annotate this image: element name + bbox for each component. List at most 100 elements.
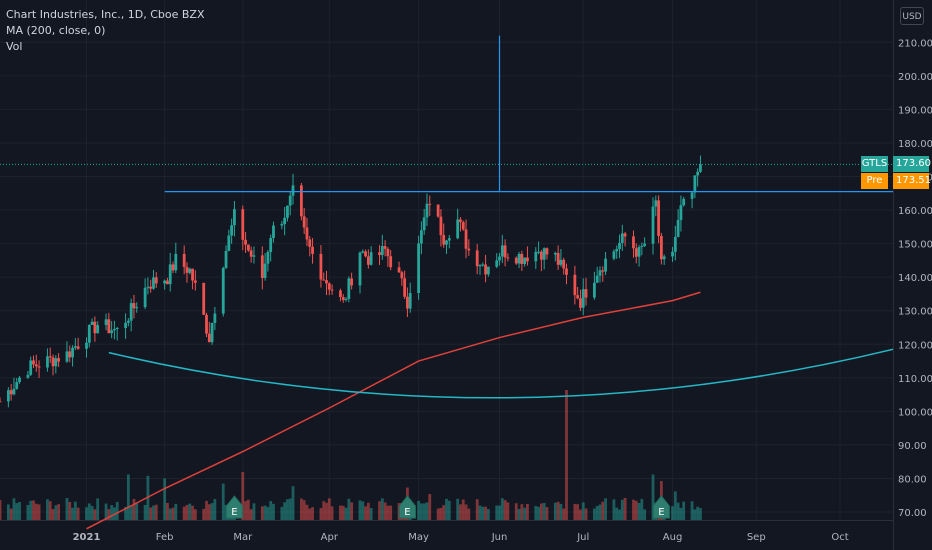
candle-body xyxy=(651,206,655,244)
candle-body xyxy=(319,253,323,280)
volume-bar xyxy=(29,500,33,520)
volume-bar xyxy=(12,498,16,520)
volume-bar xyxy=(498,505,501,520)
candle-body xyxy=(171,264,175,271)
volume-bar xyxy=(107,509,111,520)
volume-bar xyxy=(166,502,169,520)
candle-body xyxy=(37,366,41,368)
volume-bar xyxy=(149,507,153,520)
volume-bar xyxy=(539,503,543,520)
candle-body xyxy=(249,250,253,257)
x-tick-label: May xyxy=(408,532,429,543)
candle-body xyxy=(65,351,69,362)
candle-body xyxy=(696,171,700,176)
candle-body xyxy=(464,229,468,249)
candle-body xyxy=(397,267,401,273)
candle-body xyxy=(85,342,88,349)
candle-body xyxy=(601,270,605,272)
volume-bar xyxy=(347,498,351,520)
volume-bar xyxy=(288,498,292,520)
candle-body xyxy=(403,278,407,297)
volume-bar xyxy=(152,505,155,520)
candle-body xyxy=(467,248,471,251)
volume-bar xyxy=(73,501,77,520)
candle-body xyxy=(581,289,585,308)
candle-body xyxy=(241,209,245,240)
candle-body xyxy=(110,330,114,334)
candle-body xyxy=(9,390,13,395)
volume-bar xyxy=(542,502,546,520)
volume-bar xyxy=(637,502,641,520)
volume-bar xyxy=(464,504,468,520)
volume-indicator-label[interactable]: Vol xyxy=(6,40,23,53)
candle-body xyxy=(389,256,393,268)
last-price-ticker-tag: GTLS xyxy=(861,156,888,173)
volume-bar xyxy=(366,502,370,520)
candle-body xyxy=(210,322,214,343)
candle-body xyxy=(339,290,342,298)
volume-bar xyxy=(244,501,247,520)
volume-bar xyxy=(537,506,540,520)
candle-body xyxy=(400,272,404,279)
candle-body xyxy=(526,257,529,262)
volume-bar xyxy=(143,504,147,520)
candle-body xyxy=(246,244,250,251)
candle-body xyxy=(682,198,686,206)
candle-body xyxy=(266,252,270,264)
candle-body xyxy=(32,360,35,365)
candle-body xyxy=(579,298,582,308)
volume-bar xyxy=(305,504,309,520)
candle-body xyxy=(618,242,621,250)
volume-bar xyxy=(419,503,423,520)
earnings-marker xyxy=(398,495,416,519)
volume-bar xyxy=(679,507,683,520)
volume-bar xyxy=(442,505,446,520)
volume-bar xyxy=(623,497,627,520)
candle-body xyxy=(486,266,490,275)
candle-body xyxy=(221,267,225,314)
volume-bar xyxy=(344,507,348,520)
candle-body xyxy=(380,246,384,256)
x-tick-label: Jun xyxy=(491,532,508,543)
candle-body xyxy=(87,324,91,343)
volume-bar xyxy=(71,507,74,520)
volume-bar xyxy=(269,501,273,520)
x-tick-label: Feb xyxy=(156,532,174,543)
earnings-marker xyxy=(652,495,670,519)
volume-bar xyxy=(682,501,686,520)
volume-bar xyxy=(90,505,94,520)
candle-body xyxy=(29,360,33,375)
volume-bar xyxy=(191,505,194,520)
candle-body xyxy=(637,246,641,257)
volume-bar xyxy=(461,499,465,520)
volume-bar xyxy=(690,501,694,520)
x-tick-label: Aug xyxy=(663,532,683,543)
candle-body xyxy=(699,164,702,172)
volume-bar xyxy=(163,478,167,520)
volume-bar xyxy=(553,502,557,520)
x-tick-label: Apr xyxy=(321,532,339,543)
candle-body xyxy=(174,253,178,271)
volume-bar xyxy=(417,500,420,520)
volume-bar xyxy=(478,505,482,520)
candle-body xyxy=(6,390,10,402)
volume-bar xyxy=(651,474,655,520)
candle-body xyxy=(227,235,231,251)
y-tick-label: 160.00 xyxy=(898,206,932,217)
candle-body xyxy=(364,251,367,257)
volume-bar xyxy=(46,499,49,520)
y-tick-label: 130.00 xyxy=(898,307,932,318)
volume-bar xyxy=(358,500,362,520)
volume-bar xyxy=(576,504,580,520)
ma-indicator-label[interactable]: MA (200, close, 0) xyxy=(6,24,106,37)
chart-title[interactable]: Chart Industries, Inc., 1D, Cboe BZX xyxy=(6,8,205,21)
candle-body xyxy=(18,377,21,383)
candle-body xyxy=(163,280,167,284)
candle-body xyxy=(657,200,660,236)
currency-button[interactable]: USD xyxy=(900,7,924,25)
volume-bar xyxy=(34,503,38,520)
volume-bar xyxy=(439,507,443,520)
candle-body xyxy=(325,280,328,284)
